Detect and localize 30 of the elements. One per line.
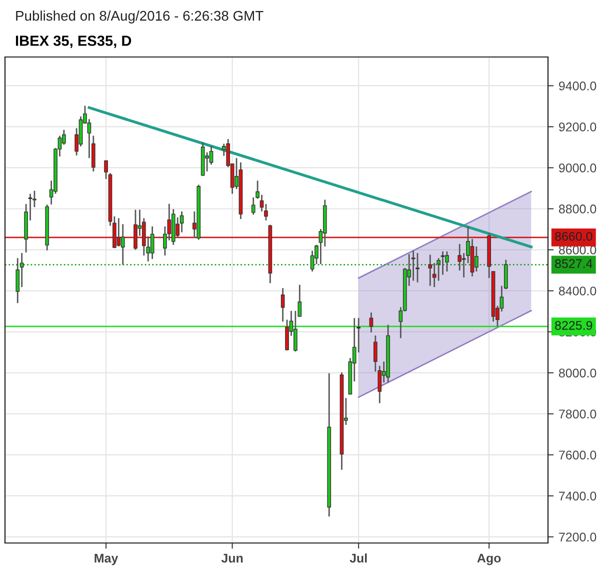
candlestick	[209, 145, 214, 166]
y-tick-label: 7400.0	[559, 492, 596, 500]
x-tick-label: May	[94, 554, 118, 566]
chart-title: IBEX 35, ES35, D	[16, 36, 132, 48]
y-tick-label: 7600.0	[559, 450, 596, 460]
candlestick	[440, 250, 445, 276]
candlestick	[369, 312, 374, 334]
y-tick-label: 8000.0	[558, 368, 596, 378]
y-tick-label: 8800.0	[558, 204, 596, 214]
y-tick-label: 8400.0	[558, 286, 596, 296]
y-tick-label: 9000.0	[559, 164, 596, 172]
candlestick	[104, 160, 108, 180]
candlestick	[445, 250, 449, 272]
candlestick	[474, 246, 478, 272]
y-tick-label: 7800.0	[559, 410, 596, 418]
x-tick-label: Jun	[221, 554, 243, 563]
candlestick	[428, 254, 432, 287]
candlestick	[280, 287, 285, 322]
candlestick	[416, 252, 420, 284]
y-tick-label: 9400.0	[559, 82, 596, 90]
candlestick	[16, 257, 20, 304]
y-tick-label: 9200.0	[559, 122, 596, 132]
ref-line-label: 8660.0	[555, 232, 592, 241]
x-tick-label: Ago	[477, 554, 501, 566]
y-tick-label: 7200.0	[559, 532, 596, 542]
candlestick	[150, 226, 154, 260]
ref-line-label: 8527.4	[555, 259, 592, 268]
x-tick-label: Jul	[350, 553, 367, 563]
ref-line-label: 8225.9	[555, 320, 592, 330]
text: Published on 8/Aug/2016 - 6:26:38 GMT	[16, 10, 264, 24]
